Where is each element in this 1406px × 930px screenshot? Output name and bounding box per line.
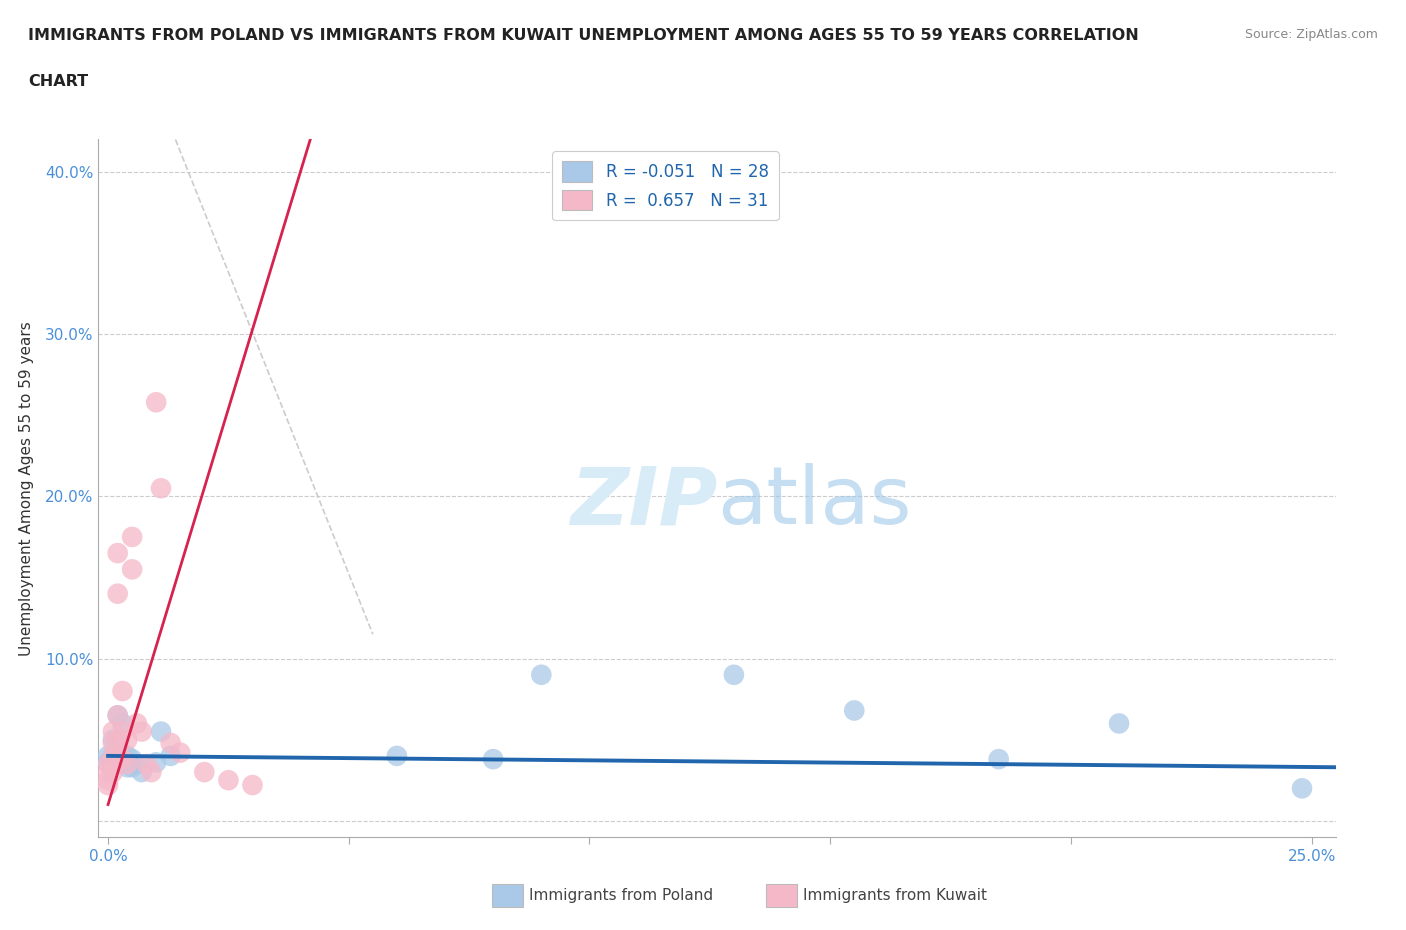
- Point: [385, 749, 408, 764]
- Point: [121, 529, 143, 544]
- Point: [107, 586, 129, 601]
- Point: [97, 757, 120, 772]
- Text: ZIP: ZIP: [569, 463, 717, 541]
- Point: [121, 562, 143, 577]
- Point: [135, 757, 157, 772]
- Point: [145, 755, 167, 770]
- Y-axis label: Unemployment Among Ages 55 to 59 years: Unemployment Among Ages 55 to 59 years: [18, 321, 34, 656]
- Point: [530, 668, 553, 683]
- Point: [97, 777, 120, 792]
- Legend: R = -0.051   N = 28, R =  0.657   N = 31: R = -0.051 N = 28, R = 0.657 N = 31: [553, 152, 779, 220]
- Point: [141, 764, 163, 779]
- Point: [193, 764, 215, 779]
- Point: [117, 760, 139, 775]
- Point: [101, 724, 124, 739]
- Point: [107, 732, 129, 747]
- Text: Source: ZipAtlas.com: Source: ZipAtlas.com: [1244, 28, 1378, 41]
- Point: [1108, 716, 1130, 731]
- Point: [111, 684, 134, 698]
- Point: [101, 757, 124, 772]
- Point: [107, 740, 129, 755]
- Point: [121, 751, 143, 766]
- Point: [169, 745, 191, 760]
- Point: [111, 724, 134, 739]
- Text: CHART: CHART: [28, 74, 89, 89]
- Text: IMMIGRANTS FROM POLAND VS IMMIGRANTS FROM KUWAIT UNEMPLOYMENT AMONG AGES 55 TO 5: IMMIGRANTS FROM POLAND VS IMMIGRANTS FRO…: [28, 28, 1139, 43]
- Point: [125, 716, 148, 731]
- Point: [159, 749, 181, 764]
- Point: [121, 760, 143, 775]
- Point: [150, 724, 173, 739]
- Text: Immigrants from Kuwait: Immigrants from Kuwait: [803, 888, 987, 903]
- Point: [97, 749, 120, 764]
- Point: [131, 724, 153, 739]
- Point: [150, 481, 173, 496]
- Point: [101, 764, 124, 779]
- Point: [125, 757, 148, 772]
- Point: [107, 708, 129, 723]
- Text: Immigrants from Poland: Immigrants from Poland: [529, 888, 713, 903]
- Point: [159, 736, 181, 751]
- Point: [1291, 781, 1313, 796]
- Point: [242, 777, 264, 792]
- Point: [97, 755, 120, 770]
- Point: [101, 736, 124, 751]
- Point: [117, 749, 139, 764]
- Point: [97, 773, 120, 788]
- Point: [723, 668, 745, 683]
- Point: [101, 757, 124, 772]
- Text: atlas: atlas: [717, 463, 911, 541]
- Point: [101, 732, 124, 747]
- Point: [107, 751, 129, 766]
- Point: [107, 546, 129, 561]
- Point: [97, 764, 120, 779]
- Point: [482, 751, 505, 766]
- Point: [117, 732, 139, 747]
- Point: [844, 703, 866, 718]
- Point: [117, 757, 139, 772]
- Point: [101, 749, 124, 764]
- Point: [131, 764, 153, 779]
- Point: [111, 716, 134, 731]
- Point: [101, 749, 124, 764]
- Point: [111, 749, 134, 764]
- Point: [987, 751, 1010, 766]
- Point: [111, 751, 134, 766]
- Point: [217, 773, 239, 788]
- Point: [107, 708, 129, 723]
- Point: [145, 395, 167, 410]
- Point: [111, 757, 134, 772]
